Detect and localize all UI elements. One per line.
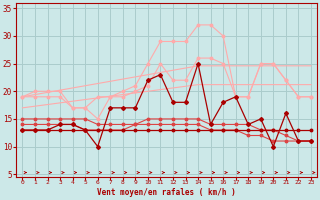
X-axis label: Vent moyen/en rafales ( km/h ): Vent moyen/en rafales ( km/h )	[97, 188, 236, 197]
